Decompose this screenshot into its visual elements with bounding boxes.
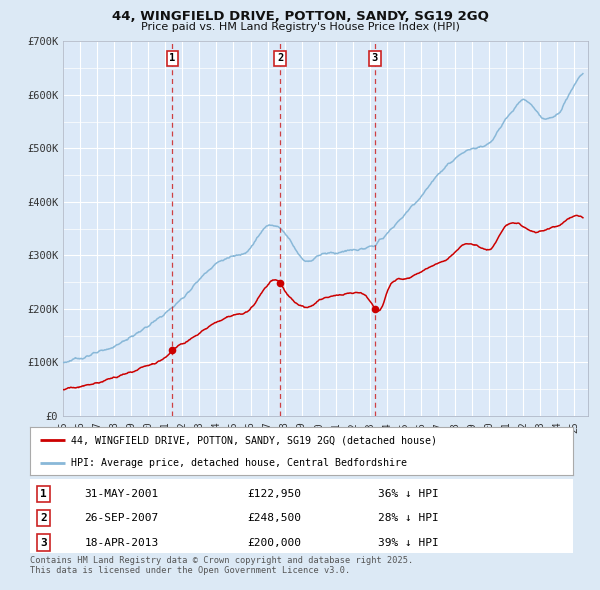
- Text: 28% ↓ HPI: 28% ↓ HPI: [377, 513, 438, 523]
- Text: 39% ↓ HPI: 39% ↓ HPI: [377, 537, 438, 548]
- Text: HPI: Average price, detached house, Central Bedfordshire: HPI: Average price, detached house, Cent…: [71, 458, 407, 468]
- Text: £200,000: £200,000: [247, 537, 301, 548]
- Text: £122,950: £122,950: [247, 489, 301, 499]
- Text: 2: 2: [40, 513, 47, 523]
- Text: 36% ↓ HPI: 36% ↓ HPI: [377, 489, 438, 499]
- Text: 3: 3: [372, 53, 378, 63]
- Text: 18-APR-2013: 18-APR-2013: [85, 537, 158, 548]
- Text: 1: 1: [169, 53, 176, 63]
- Text: 3: 3: [40, 537, 47, 548]
- Text: Price paid vs. HM Land Registry's House Price Index (HPI): Price paid vs. HM Land Registry's House …: [140, 22, 460, 32]
- Text: Contains HM Land Registry data © Crown copyright and database right 2025.
This d: Contains HM Land Registry data © Crown c…: [30, 556, 413, 575]
- Text: £248,500: £248,500: [247, 513, 301, 523]
- Text: 44, WINGFIELD DRIVE, POTTON, SANDY, SG19 2GQ: 44, WINGFIELD DRIVE, POTTON, SANDY, SG19…: [112, 10, 488, 23]
- Text: 26-SEP-2007: 26-SEP-2007: [85, 513, 158, 523]
- Text: 2: 2: [277, 53, 283, 63]
- Text: 44, WINGFIELD DRIVE, POTTON, SANDY, SG19 2GQ (detached house): 44, WINGFIELD DRIVE, POTTON, SANDY, SG19…: [71, 435, 437, 445]
- Text: 31-MAY-2001: 31-MAY-2001: [85, 489, 158, 499]
- Text: 1: 1: [40, 489, 47, 499]
